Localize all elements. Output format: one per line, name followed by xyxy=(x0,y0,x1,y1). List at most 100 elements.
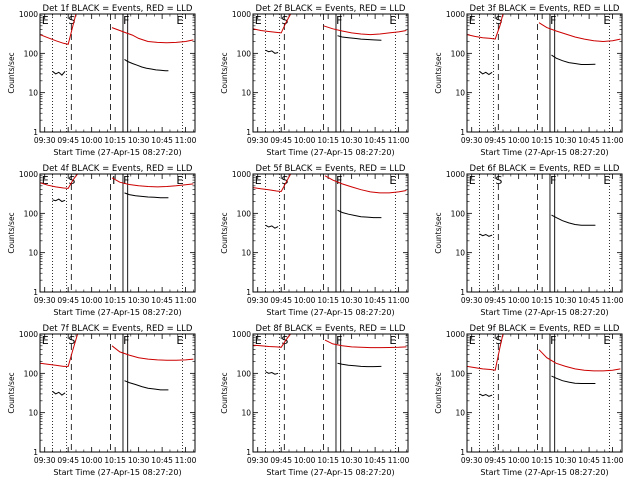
x-tick-label: 10:00 xyxy=(81,456,103,465)
lld-rate-line xyxy=(40,334,79,367)
y-tick-label: 10 xyxy=(455,249,465,258)
panel-9: Det 9f BLACK = Events, RED = LLD Start Ti… xyxy=(434,324,624,477)
y-tick-label: 100 xyxy=(237,369,252,378)
event-letter: E xyxy=(255,14,262,27)
x-tick-label: 10:15 xyxy=(531,136,553,145)
y-tick-label: 1 xyxy=(33,448,38,457)
y-axis-label: Counts/sec xyxy=(7,372,16,413)
x-tick-label: 10:30 xyxy=(128,456,150,465)
x-tick-label: 10:00 xyxy=(294,456,316,465)
y-axis-label: Counts/sec xyxy=(7,212,16,253)
event-rate-line xyxy=(551,54,596,65)
lld-rate-line xyxy=(40,14,77,45)
y-axis-label: Counts/sec xyxy=(220,372,229,413)
event-letter: S xyxy=(495,334,502,347)
y-tick-label: 10 xyxy=(455,89,465,98)
event-rate-line xyxy=(265,371,279,375)
event-letter: F xyxy=(550,334,556,347)
event-letter: E xyxy=(176,14,183,27)
x-tick-label: 10:00 xyxy=(81,296,103,305)
event-letter: E xyxy=(469,334,476,347)
x-tick-label: 09:30 xyxy=(34,456,56,465)
event-letter: E xyxy=(389,14,396,27)
x-tick-label: 10:30 xyxy=(341,136,363,145)
y-axis-label: Counts/sec xyxy=(434,372,443,413)
panel-title: Det 3f BLACK = Events, RED = LLD xyxy=(470,4,620,14)
x-tick-label: 11:00 xyxy=(175,296,197,305)
x-tick-label: 11:00 xyxy=(388,456,410,465)
x-tick-label: 10:45 xyxy=(578,296,600,305)
event-letter: E xyxy=(42,14,49,27)
x-tick-label: 10:30 xyxy=(555,296,577,305)
x-axis-label: Start Time (27-Apr-15 08:27:20) xyxy=(266,308,394,317)
y-tick-label: 1 xyxy=(460,448,465,457)
x-axis-label: Start Time (27-Apr-15 08:27:20) xyxy=(53,468,181,477)
event-letter: S xyxy=(281,14,288,27)
event-letter: S xyxy=(495,174,502,187)
x-tick-label: 09:45 xyxy=(484,136,506,145)
x-tick-label: 09:45 xyxy=(270,136,292,145)
y-tick-label: 100 xyxy=(237,209,252,218)
event-letter: E xyxy=(469,14,476,27)
x-axis-label: Start Time (27-Apr-15 08:27:20) xyxy=(266,148,394,157)
y-tick-label: 100 xyxy=(24,49,39,58)
x-tick-label: 11:00 xyxy=(388,136,410,145)
x-tick-label: 09:45 xyxy=(484,456,506,465)
lld-rate-line xyxy=(467,14,504,40)
lld-rate-line xyxy=(111,345,194,361)
x-tick-label: 10:15 xyxy=(104,136,126,145)
y-tick-label: 1000 xyxy=(232,170,251,179)
x-tick-label: 11:00 xyxy=(602,456,624,465)
x-tick-label: 09:30 xyxy=(461,296,483,305)
lld-rate-line xyxy=(538,22,621,43)
x-tick-label: 10:30 xyxy=(555,456,577,465)
x-tick-label: 10:30 xyxy=(555,136,577,145)
y-axis-label: Counts/sec xyxy=(220,212,229,253)
lld-rate-line xyxy=(111,177,194,188)
event-letter: E xyxy=(42,334,49,347)
y-tick-label: 10 xyxy=(28,89,38,98)
x-tick-label: 10:00 xyxy=(508,136,530,145)
event-rate-line xyxy=(52,198,66,203)
panel-5: Det 5f BLACK = Events, RED = LLD Start Ti… xyxy=(220,164,410,317)
lld-rate-line xyxy=(253,174,292,193)
event-letter: E xyxy=(389,174,396,187)
event-rate-line xyxy=(265,224,279,229)
panel-title: Det 2f BLACK = Events, RED = LLD xyxy=(256,4,406,14)
x-tick-label: 11:00 xyxy=(388,296,410,305)
x-tick-label: 10:30 xyxy=(128,296,150,305)
event-letter: F xyxy=(550,174,556,187)
event-letter: I xyxy=(112,174,115,187)
event-letter: F xyxy=(123,14,129,27)
event-letter: E xyxy=(42,174,49,187)
y-axis-label: Counts/sec xyxy=(434,52,443,93)
x-tick-label: 10:00 xyxy=(508,456,530,465)
x-tick-label: 09:45 xyxy=(57,296,79,305)
event-letter: F xyxy=(123,174,129,187)
x-tick-label: 10:45 xyxy=(364,456,386,465)
event-letter: F xyxy=(336,14,342,27)
panel-1: Det 1f BLACK = Events, RED = LLD Start Ti… xyxy=(7,4,197,157)
plot-frame xyxy=(39,333,196,453)
event-letter: E xyxy=(176,334,183,347)
x-tick-label: 10:00 xyxy=(294,296,316,305)
y-tick-label: 1000 xyxy=(19,170,38,179)
x-axis-label: Start Time (27-Apr-15 08:27:20) xyxy=(480,468,608,477)
x-axis-label: Start Time (27-Apr-15 08:27:20) xyxy=(480,308,608,317)
x-tick-label: 10:15 xyxy=(317,456,339,465)
event-letter: S xyxy=(281,174,288,187)
event-letter: S xyxy=(495,14,502,27)
plot-frame xyxy=(39,13,196,133)
y-tick-label: 10 xyxy=(455,409,465,418)
y-tick-label: 100 xyxy=(451,209,466,218)
event-letter: S xyxy=(68,334,75,347)
x-tick-label: 09:45 xyxy=(270,296,292,305)
y-axis-label: Counts/sec xyxy=(220,52,229,93)
lld-rate-line xyxy=(253,334,291,348)
panel-title: Det 5f BLACK = Events, RED = LLD xyxy=(256,164,406,174)
x-tick-label: 10:30 xyxy=(128,136,150,145)
x-tick-label: 10:15 xyxy=(531,456,553,465)
x-tick-label: 10:15 xyxy=(531,296,553,305)
x-axis-label: Start Time (27-Apr-15 08:27:20) xyxy=(53,308,181,317)
